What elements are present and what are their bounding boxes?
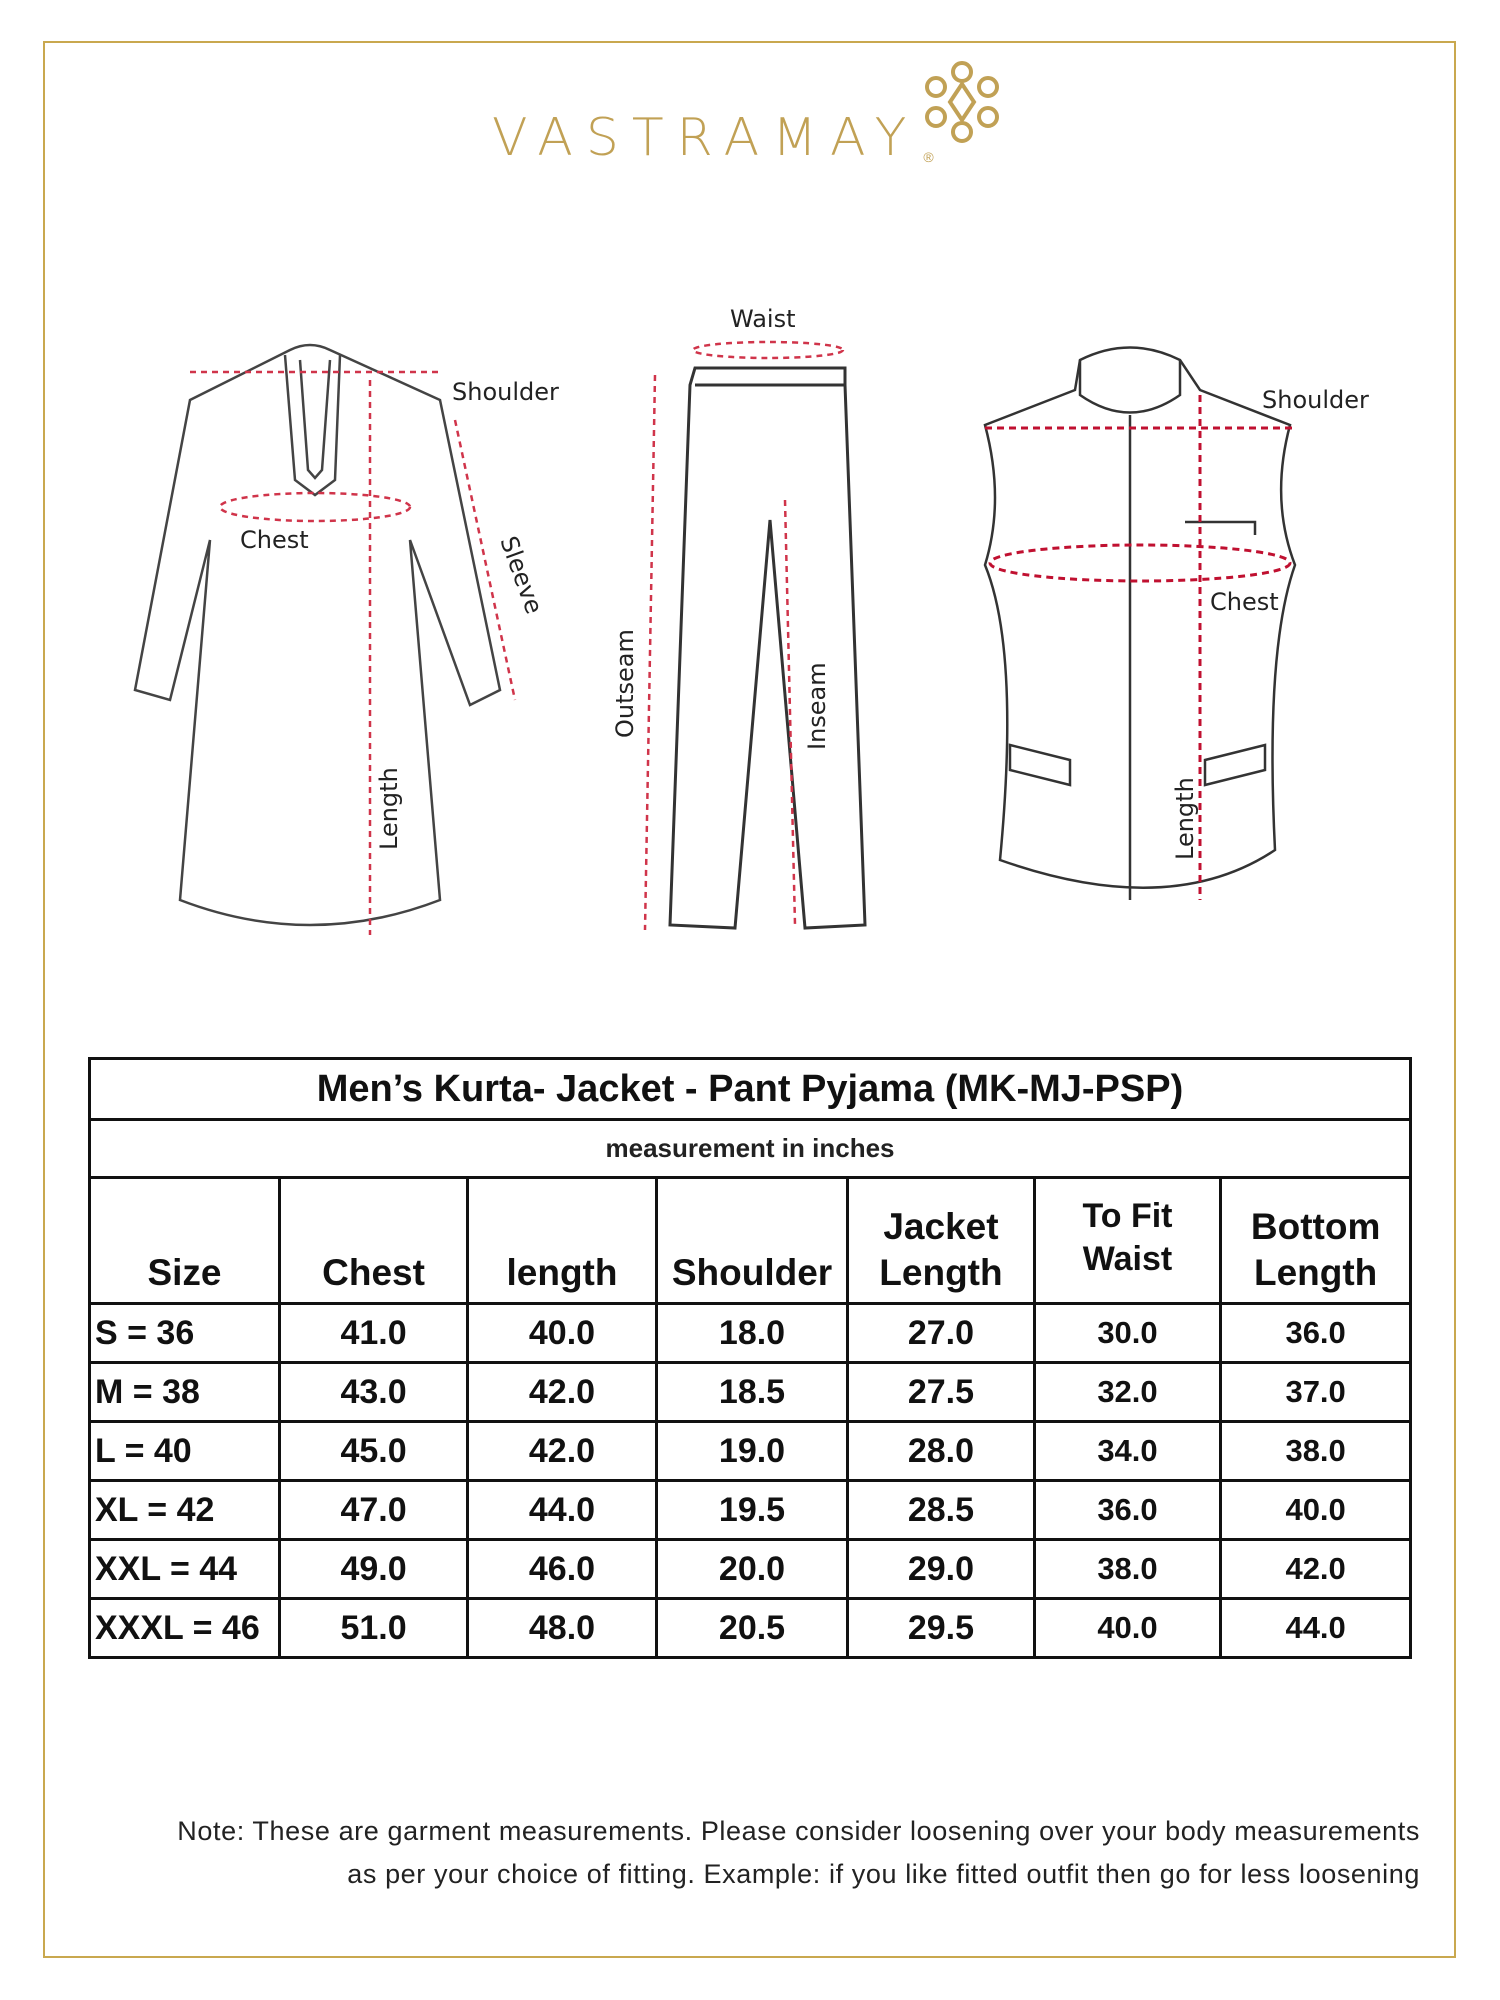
header-jacket-length: Jacket Length (846, 1176, 1036, 1305)
value-cell: 19.0 (654, 1420, 850, 1482)
value-cell: 27.5 (846, 1361, 1036, 1423)
kurta-sleeve-label: Sleeve (494, 532, 548, 617)
jacket-length-label: Length (1171, 777, 1199, 860)
size-cell: XXL = 44 (88, 1538, 281, 1600)
size-chart-table: Men’s Kurta- Jacket - Pant Pyjama (MK-MJ… (88, 1057, 1412, 1659)
value-cell: 40.0 (466, 1302, 658, 1364)
header-to-fit-waist: To Fit Waist (1032, 1176, 1223, 1305)
value-cell: 27.0 (846, 1302, 1036, 1364)
value-cell: 40.0 (1219, 1479, 1412, 1541)
size-cell: S = 36 (88, 1302, 281, 1364)
kurta-chest-label: Chest (240, 526, 309, 554)
value-cell: 45.0 (277, 1420, 470, 1482)
note: Note: These are garment measurements. Pl… (60, 1810, 1420, 1896)
value-cell: 48.0 (466, 1597, 658, 1659)
registered-mark: ® (923, 149, 934, 165)
table-row: L = 40 45.0 42.0 19.0 28.0 34.0 38.0 (88, 1420, 1412, 1482)
value-cell: 30.0 (1032, 1302, 1223, 1364)
page-border (43, 41, 1456, 1958)
garment-measurement-diagram: Shoulder Chest Sleeve Length Waist Outse… (133, 305, 1369, 935)
header-bottom-length: Bottom Length (1219, 1176, 1412, 1305)
value-cell: 18.0 (654, 1302, 850, 1364)
table-row: XXXL = 46 51.0 48.0 20.5 29.5 40.0 44.0 (88, 1597, 1412, 1659)
value-cell: 36.0 (1219, 1302, 1412, 1364)
table-row: S = 36 41.0 40.0 18.0 27.0 30.0 36.0 (88, 1302, 1412, 1364)
value-cell: 42.0 (1219, 1538, 1412, 1600)
size-cell: L = 40 (88, 1420, 281, 1482)
value-cell: 36.0 (1032, 1479, 1223, 1541)
header-length: length (466, 1176, 658, 1305)
table-subtitle: measurement in inches (88, 1118, 1412, 1179)
value-cell: 34.0 (1032, 1420, 1223, 1482)
pyjama-inseam-label: Inseam (803, 662, 831, 750)
table-row: XXL = 44 49.0 46.0 20.0 29.0 38.0 42.0 (88, 1538, 1412, 1600)
value-cell: 41.0 (277, 1302, 470, 1364)
value-cell: 43.0 (277, 1361, 470, 1423)
header-shoulder: Shoulder (654, 1176, 850, 1305)
note-line-1: Note: These are garment measurements. Pl… (177, 1816, 1420, 1846)
note-line-2: as per your choice of fitting. Example: … (347, 1859, 1420, 1889)
value-cell: 19.5 (654, 1479, 850, 1541)
header-size: Size (88, 1176, 281, 1305)
kurta-measure-lines (190, 370, 517, 935)
kurta-length-label: Length (375, 767, 403, 850)
value-cell: 44.0 (1219, 1597, 1412, 1659)
header-chest: Chest (277, 1176, 470, 1305)
brand-logo: VASTRAMAY (492, 108, 920, 168)
size-cell: XXXL = 46 (88, 1597, 281, 1659)
table-row: XL = 42 47.0 44.0 19.5 28.5 36.0 40.0 (88, 1479, 1412, 1541)
value-cell: 29.5 (846, 1597, 1036, 1659)
brand-emblem-icon (925, 61, 999, 143)
value-cell: 38.0 (1032, 1538, 1223, 1600)
value-cell: 49.0 (277, 1538, 470, 1600)
pyjama-drawing (668, 366, 867, 930)
table-title: Men’s Kurta- Jacket - Pant Pyjama (MK-MJ… (88, 1057, 1412, 1121)
value-cell: 18.5 (654, 1361, 850, 1423)
jacket-measure-lines (985, 395, 1295, 900)
value-cell: 28.0 (846, 1420, 1036, 1482)
jacket-drawing (983, 346, 1297, 900)
value-cell: 44.0 (466, 1479, 658, 1541)
kurta-shoulder-label: Shoulder (452, 378, 559, 406)
value-cell: 28.5 (846, 1479, 1036, 1541)
value-cell: 40.0 (1032, 1597, 1223, 1659)
pyjama-measure-lines (643, 340, 845, 931)
size-cell: M = 38 (88, 1361, 281, 1423)
value-cell: 42.0 (466, 1420, 658, 1482)
value-cell: 46.0 (466, 1538, 658, 1600)
value-cell: 20.5 (654, 1597, 850, 1659)
kurta-drawing (133, 343, 502, 927)
jacket-chest-label: Chest (1210, 588, 1279, 616)
value-cell: 20.0 (654, 1538, 850, 1600)
value-cell: 42.0 (466, 1361, 658, 1423)
jacket-shoulder-label: Shoulder (1262, 386, 1369, 414)
pyjama-outseam-label: Outseam (611, 629, 639, 738)
value-cell: 38.0 (1219, 1420, 1412, 1482)
value-cell: 29.0 (846, 1538, 1036, 1600)
value-cell: 47.0 (277, 1479, 470, 1541)
value-cell: 37.0 (1219, 1361, 1412, 1423)
value-cell: 32.0 (1032, 1361, 1223, 1423)
pyjama-waist-label: Waist (730, 305, 795, 333)
table-row: M = 38 43.0 42.0 18.5 27.5 32.0 37.0 (88, 1361, 1412, 1423)
value-cell: 51.0 (277, 1597, 470, 1659)
size-cell: XL = 42 (88, 1479, 281, 1541)
brand-logo-row: VASTRAMAY ® (492, 112, 934, 164)
table-header-row: Size Chest length Shoulder Jacket Length … (88, 1176, 1412, 1305)
